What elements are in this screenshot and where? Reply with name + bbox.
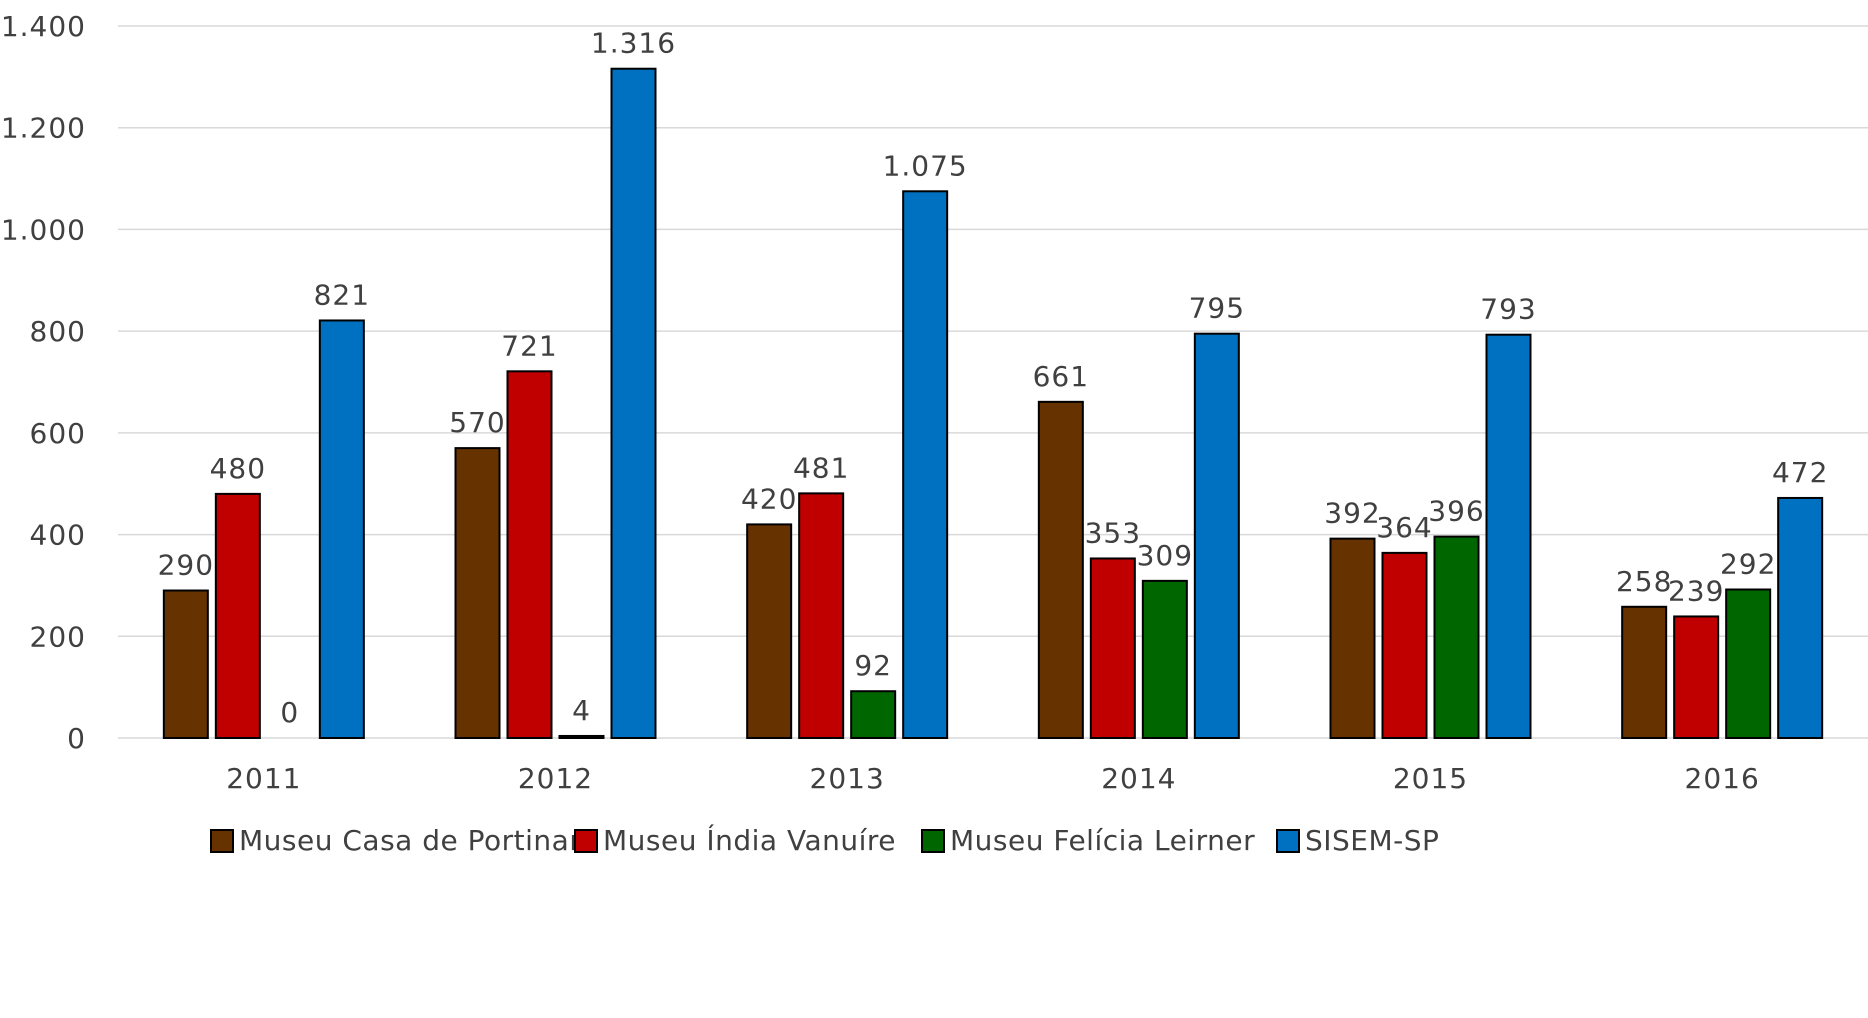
bar-2013-series-3 — [902, 190, 949, 740]
data-label-2016-series-3: 472 — [1772, 456, 1828, 489]
legend-label-3: SISEM-SP — [1305, 824, 1439, 857]
legend-label-1: Museu Índia Vanuíre — [603, 823, 896, 857]
legend-swatch-1 — [574, 829, 598, 853]
data-label-2016-series-2: 292 — [1720, 547, 1776, 580]
y-tick-label: 800 — [30, 315, 86, 348]
y-tick-label: 1.200 — [1, 112, 86, 145]
data-label-2012-series-2: 4 — [572, 694, 591, 727]
x-tick-label-2016: 2016 — [1685, 762, 1760, 795]
data-label-2015-series-0: 392 — [1324, 497, 1380, 530]
y-tick-label: 1.000 — [1, 213, 86, 246]
bar-2012-series-3 — [610, 67, 657, 740]
data-label-2011-series-2: 0 — [280, 696, 299, 729]
legend: Museu Casa de Portinari Museu Índia Vanuí… — [210, 823, 1439, 857]
bars — [162, 67, 1824, 740]
data-label-2016-series-0: 258 — [1616, 565, 1672, 598]
data-label-2012-series-3: 1.316 — [591, 27, 676, 60]
bar-2014-series-0 — [1037, 400, 1084, 739]
y-axis-tick-labels: 0 200 400 600 800 1.000 1.200 1.400 — [1, 10, 86, 755]
y-tick-label: 1.400 — [1, 10, 86, 43]
x-tick-label-2012: 2012 — [518, 762, 593, 795]
legend-label-0: Museu Casa de Portinari — [239, 824, 590, 857]
data-label-2015-series-3: 793 — [1480, 293, 1536, 326]
x-tick-label-2011: 2011 — [226, 762, 301, 795]
bar-2014-series-1 — [1089, 557, 1136, 740]
data-label-2015-series-1: 364 — [1376, 511, 1432, 544]
data-label-2011-series-1: 480 — [210, 452, 266, 485]
x-tick-label-2013: 2013 — [810, 762, 885, 795]
data-label-2011-series-3: 821 — [314, 278, 370, 311]
bar-2012-series-0 — [454, 447, 501, 739]
data-label-2015-series-2: 396 — [1428, 495, 1484, 528]
bar-2012-series-1 — [506, 370, 553, 739]
legend-swatch-3 — [1276, 829, 1300, 853]
bar-2013-series-2 — [850, 690, 897, 739]
gridlines — [118, 25, 1868, 739]
data-label-2016-series-1: 239 — [1668, 574, 1724, 607]
data-label-2014-series-0: 661 — [1033, 360, 1089, 393]
bar-2016-series-3 — [1777, 496, 1824, 739]
bar-2016-series-2 — [1725, 588, 1772, 739]
data-label-2013-series-0: 420 — [741, 482, 797, 515]
bar-2011-series-3 — [318, 319, 365, 739]
legend-swatch-0 — [210, 829, 234, 853]
y-tick-label: 200 — [30, 620, 86, 653]
bar-2014-series-2 — [1141, 579, 1188, 740]
y-tick-label: 0 — [67, 722, 86, 755]
data-label-2014-series-3: 795 — [1189, 292, 1245, 325]
data-label-2013-series-1: 481 — [793, 451, 849, 484]
bar-2015-series-1 — [1381, 551, 1428, 739]
bar-2015-series-2 — [1433, 535, 1480, 739]
x-tick-label-2015: 2015 — [1393, 762, 1468, 795]
data-label-2013-series-2: 92 — [854, 649, 892, 682]
bar-2014-series-3 — [1193, 332, 1240, 739]
data-label-2012-series-0: 570 — [449, 406, 505, 439]
bar-2015-series-3 — [1485, 333, 1532, 739]
legend-label-2: Museu Felícia Leirner — [950, 824, 1255, 857]
legend-swatch-2 — [921, 829, 945, 853]
bar-2015-series-0 — [1329, 537, 1376, 740]
bar-2011-series-0 — [162, 589, 209, 739]
bar-2016-series-0 — [1621, 605, 1668, 739]
data-label-2011-series-0: 290 — [158, 549, 214, 582]
y-tick-label: 400 — [30, 519, 86, 552]
bar-2011-series-1 — [214, 492, 261, 739]
x-axis-tick-labels: 2011 2012 2013 2014 2015 2016 — [226, 762, 1760, 795]
data-label-2012-series-1: 721 — [501, 329, 557, 362]
data-label-2013-series-3: 1.075 — [883, 149, 968, 182]
data-label-2014-series-2: 309 — [1137, 539, 1193, 572]
bar-2012-series-2 — [558, 734, 605, 739]
bar-2013-series-1 — [798, 492, 845, 739]
data-label-2014-series-1: 353 — [1085, 516, 1141, 549]
x-tick-label-2014: 2014 — [1101, 762, 1176, 795]
bar-2016-series-1 — [1673, 615, 1720, 739]
y-tick-label: 600 — [30, 417, 86, 450]
bar-2013-series-0 — [746, 523, 793, 740]
